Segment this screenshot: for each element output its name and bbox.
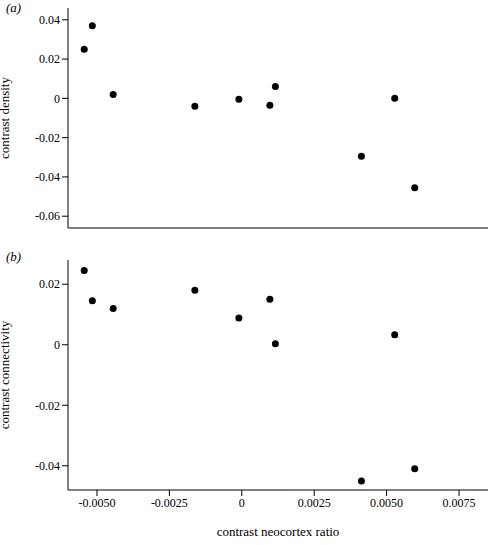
svg-text:-0.02: -0.02 [35,131,60,145]
svg-text:contrast neocortex ratio: contrast neocortex ratio [217,524,340,539]
svg-text:contrast density: contrast density [8,77,12,159]
html-text:(a): (a) [6,0,22,15]
svg-text:-0.04: -0.04 [35,459,60,473]
svg-text:-0.0050: -0.0050 [78,496,115,510]
svg-text:0.0025: 0.0025 [298,496,331,510]
svg-text:0.0050: 0.0050 [370,496,403,510]
svg-text:0: 0 [54,92,60,106]
svg-text:0.02: 0.02 [39,277,60,291]
svg-text:0: 0 [239,496,245,510]
svg-text:0.0075: 0.0075 [443,496,476,510]
svg-text:-0.02: -0.02 [35,399,60,413]
svg-text:0.04: 0.04 [39,13,60,27]
svg-text:0: 0 [54,338,60,352]
svg-text:-0.06: -0.06 [35,209,60,223]
svg-text:0.02: 0.02 [39,52,60,66]
svg-text:-0.04: -0.04 [35,170,60,184]
html-text:(b): (b) [6,249,22,264]
svg-text:contrast connectivity: contrast connectivity [8,320,12,429]
svg-text:-0.0025: -0.0025 [151,496,188,510]
